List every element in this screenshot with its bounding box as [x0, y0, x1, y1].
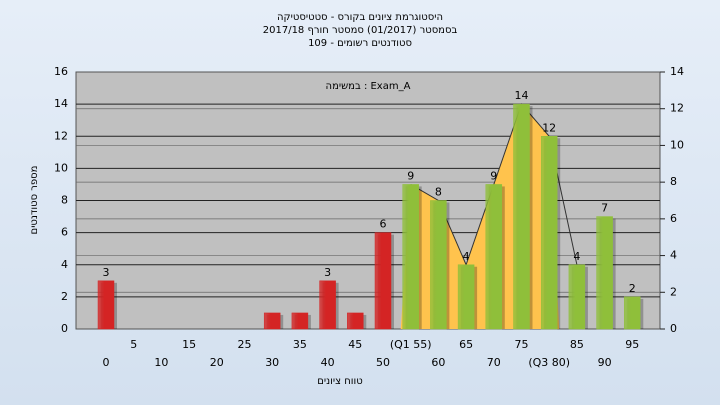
x-tick-label: 70	[487, 356, 501, 369]
x-tick-label: 10	[154, 356, 168, 369]
x-tick-label: 75	[515, 338, 529, 351]
x-tick-label: 25	[238, 338, 252, 351]
x-tick-label: 85	[570, 338, 584, 351]
y-tick-label: 0	[61, 322, 68, 335]
bar	[291, 312, 309, 330]
x-tick-label: (Q1 55)	[390, 338, 432, 351]
data-label: 3	[103, 266, 110, 279]
grid	[76, 71, 660, 330]
y2-tick-label: 14	[670, 65, 684, 78]
x-tick-label: (Q3 80)	[528, 356, 570, 369]
bar	[430, 200, 447, 330]
x-tick-label: 30	[265, 356, 279, 369]
data-label: 9	[490, 169, 497, 182]
bar	[402, 184, 419, 330]
bar	[347, 312, 364, 330]
data-label: 12	[542, 121, 556, 134]
data-label: 14	[515, 89, 529, 102]
bar	[513, 103, 530, 330]
data-label: 9	[407, 169, 414, 182]
x-tick-label: 90	[598, 356, 612, 369]
bar	[624, 296, 641, 330]
y-tick-label: 4	[61, 258, 68, 271]
y2-tick-label: 4	[670, 249, 677, 262]
y-tick-label: 6	[61, 226, 68, 239]
title-line: היסטוגרמת ציונים בקורס - סטטיסטיקה	[277, 12, 443, 23]
x-tick-label: 95	[625, 338, 639, 351]
y-tick-label: 8	[61, 194, 68, 207]
x-tick-label: 65	[459, 338, 473, 351]
x-axis-label: טווח ציונים	[317, 376, 362, 387]
bar	[540, 136, 558, 330]
data-label: 4	[573, 250, 580, 263]
bar	[97, 280, 115, 330]
bar	[319, 280, 336, 330]
y2-tick-label: 6	[670, 212, 677, 225]
x-tick-label: 20	[210, 356, 224, 369]
data-label: 6	[380, 218, 387, 231]
data-label: 2	[629, 282, 636, 295]
data-label: 4	[463, 250, 470, 263]
y-tick-label: 2	[61, 290, 68, 303]
x-tick-label: 45	[348, 338, 362, 351]
bar	[374, 232, 392, 330]
bar	[485, 184, 503, 330]
title-line: בסמסטר (01/2017) סמסטר חורף 2017/18	[263, 25, 458, 36]
y2-tick-label: 2	[670, 285, 677, 298]
y-axis-label: מספר סטודנטים	[29, 166, 40, 235]
x-tick-label: 60	[431, 356, 445, 369]
x-tick-label: 15	[182, 338, 196, 351]
y-tick-label: 16	[54, 65, 68, 78]
bar	[263, 312, 281, 330]
y-tick-label: 14	[54, 97, 68, 110]
data-label: 3	[324, 266, 331, 279]
x-tick-label: 5	[130, 338, 137, 351]
bar	[568, 264, 586, 330]
bar	[457, 264, 475, 330]
data-label: 8	[435, 186, 442, 199]
x-tick-label: 35	[293, 338, 307, 351]
title-line: סטודנטים רשומים - 109	[308, 38, 412, 49]
y-tick-label: 10	[54, 161, 68, 174]
bar	[596, 216, 613, 330]
x-tick-label: 40	[321, 356, 335, 369]
x-tick-label: 0	[103, 356, 110, 369]
y-tick-label: 12	[54, 129, 68, 142]
y2-tick-label: 0	[670, 322, 677, 335]
data-label: 7	[601, 202, 608, 215]
x-tick-label: 50	[376, 356, 390, 369]
annotation: במשימה : Exam_A	[326, 81, 411, 92]
y2-tick-label: 8	[670, 175, 677, 188]
y2-tick-label: 10	[670, 138, 684, 151]
y2-tick-label: 12	[670, 102, 684, 115]
